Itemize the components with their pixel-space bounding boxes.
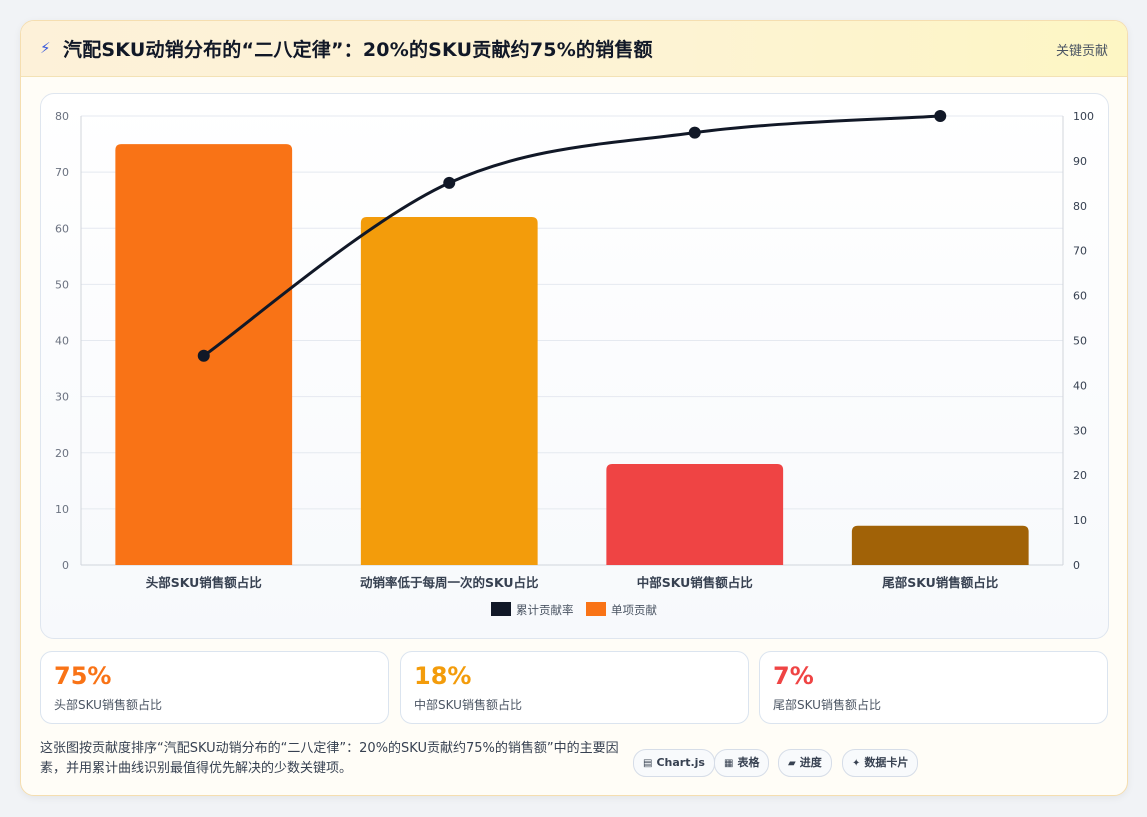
table-icon: ▦ bbox=[724, 758, 734, 769]
bar bbox=[606, 463, 784, 565]
page-title: 汽配SKU动销分布的“二八定律”：20%的SKU贡献约75%的销售额 bbox=[63, 39, 653, 61]
stat-card-tail: 7% 尾部SKU销售额占比 bbox=[759, 651, 1108, 724]
y-left-tick-label: 30 bbox=[55, 391, 69, 404]
legend-swatch-cumulative bbox=[491, 602, 511, 616]
pill-label: 数据卡片 bbox=[864, 756, 909, 769]
y-right-tick-label: 90 bbox=[1073, 155, 1087, 168]
legend-swatch-single bbox=[586, 602, 606, 616]
y-right-tick-label: 80 bbox=[1073, 200, 1087, 213]
y-right-tick-label: 10 bbox=[1073, 514, 1087, 527]
y-right-tick-label: 0 bbox=[1073, 559, 1080, 572]
stat-label: 中部SKU销售额占比 bbox=[414, 698, 522, 712]
stat-label: 尾部SKU销售额占比 bbox=[773, 698, 881, 712]
bar bbox=[851, 525, 1029, 565]
report-card: ⚡ 汽配SKU动销分布的“二八定律”：20%的SKU贡献约75%的销售额 关键贡… bbox=[20, 20, 1128, 796]
y-left-tick-label: 50 bbox=[55, 278, 69, 291]
x-tick-label: 动销率低于每周一次的SKU占比 bbox=[360, 575, 539, 590]
y-left-tick-label: 10 bbox=[55, 503, 69, 516]
stat-value: 18% bbox=[414, 662, 472, 690]
y-right-tick-label: 70 bbox=[1073, 245, 1087, 258]
pill-progress[interactable]: ▰ 进度 bbox=[778, 749, 832, 777]
y-left-tick-label: 80 bbox=[55, 110, 69, 123]
chart-container: 0 10 20 30 40 50 60 70 80 0 10 20 30 40 50 60 70 80 90 100 头… bbox=[40, 93, 1109, 639]
pill-data-card[interactable]: ✦ 数据卡片 bbox=[842, 749, 919, 777]
x-tick-label: 中部SKU销售额占比 bbox=[637, 575, 754, 590]
y-left-tick-label: 0 bbox=[62, 559, 69, 572]
y-left-tick-label: 40 bbox=[55, 335, 69, 348]
progress-icon: ▰ bbox=[788, 758, 796, 769]
pareto-chart: 0 10 20 30 40 50 60 70 80 0 10 20 30 40 50 60 70 80 90 100 头… bbox=[55, 110, 1094, 617]
cumulative-point bbox=[443, 176, 456, 189]
y-right-tick-label: 100 bbox=[1073, 110, 1094, 123]
cumulative-point bbox=[197, 349, 210, 362]
y-right-tick-label: 20 bbox=[1073, 469, 1087, 482]
y-right-tick-label: 30 bbox=[1073, 424, 1087, 437]
stat-card-head: 75% 头部SKU销售额占比 bbox=[40, 651, 389, 724]
pill-table[interactable]: ▦ 表格 bbox=[714, 749, 770, 777]
stat-value: 7% bbox=[773, 662, 814, 690]
x-tick-label: 头部SKU销售额占比 bbox=[146, 575, 263, 590]
stat-value: 75% bbox=[54, 662, 112, 690]
legend-label: 累计贡献率 bbox=[516, 603, 574, 617]
header-tag: 关键贡献 bbox=[1055, 44, 1108, 59]
stat-card-middle: 18% 中部SKU销售额占比 bbox=[400, 651, 749, 724]
y-left-tick-label: 20 bbox=[55, 447, 69, 460]
y-right-tick-label: 40 bbox=[1073, 379, 1087, 392]
chart-icon: ▤ bbox=[643, 758, 653, 769]
y-right-tick-label: 60 bbox=[1073, 290, 1087, 303]
pill-chartjs[interactable]: ▤ Chart.js bbox=[633, 749, 715, 777]
pill-label: 进度 bbox=[799, 756, 822, 769]
lightning-icon: ⚡ bbox=[40, 39, 51, 57]
bar bbox=[360, 217, 538, 565]
legend-label: 单项贡献 bbox=[611, 603, 657, 617]
stat-label: 头部SKU销售额占比 bbox=[54, 698, 162, 712]
cumulative-point bbox=[688, 126, 701, 139]
cumulative-point bbox=[934, 110, 947, 122]
x-tick-label: 尾部SKU销售额占比 bbox=[882, 575, 999, 590]
pill-label: Chart.js bbox=[656, 756, 705, 769]
y-left-tick-label: 70 bbox=[55, 166, 69, 179]
chart-description: 这张图按贡献度排序“汽配SKU动销分布的“二八定律”：20%的SKU贡献约75%… bbox=[40, 741, 619, 776]
y-right-tick-label: 50 bbox=[1073, 335, 1087, 348]
cumulative-line bbox=[202, 114, 941, 357]
pill-label: 表格 bbox=[737, 756, 760, 769]
y-left-tick-label: 60 bbox=[55, 222, 69, 235]
card-header: ⚡ 汽配SKU动销分布的“二八定律”：20%的SKU贡献约75%的销售额 关键贡… bbox=[21, 21, 1127, 77]
card-icon: ✦ bbox=[852, 758, 861, 769]
